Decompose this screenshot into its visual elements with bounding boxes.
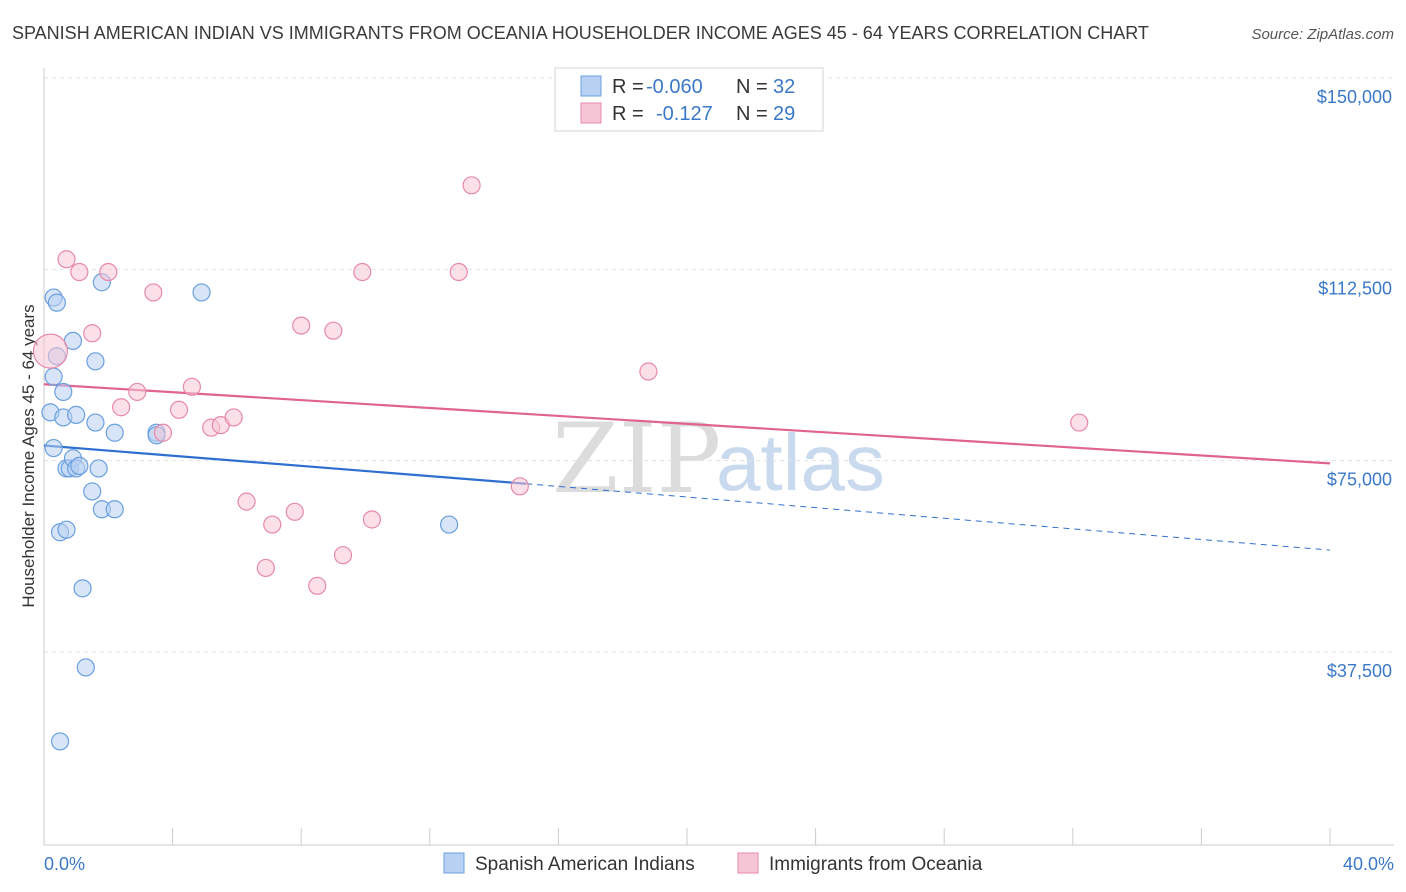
data-point-series-0 [192, 283, 211, 302]
data-point-series-1 [333, 546, 353, 565]
data-point-series-1 [353, 262, 372, 282]
y-axis-label: Householder Income Ages 45 - 64 years [19, 304, 38, 607]
legend-r-label-2: R = [612, 103, 644, 125]
legend-r-label-1: R = [612, 76, 644, 98]
y-tick-label: $112,500 [1318, 278, 1392, 298]
x-tick-labels: 0.0% 40.0% [44, 854, 1394, 874]
data-point-series-1 [128, 382, 147, 402]
trend-line-extension-series-0 [526, 483, 1331, 551]
legend-n-label-1: N = [736, 76, 768, 98]
y-tick-label: $150,000 [1317, 87, 1392, 107]
data-point-series-1 [57, 250, 76, 269]
bottom-legend-swatch-immigrants-from-oceania [737, 852, 759, 874]
data-point-series-1 [263, 515, 282, 534]
data-point-series-1 [462, 176, 481, 195]
data-point-series-0 [105, 423, 124, 442]
data-point-series-0 [47, 293, 66, 312]
bottom-legend-swatch-spanish-american-indians [443, 852, 465, 874]
legend-n-label-2: N = [736, 103, 768, 125]
legend-swatch-immigrants-from-oceania [580, 102, 602, 124]
watermark-atlas: atlas [716, 418, 885, 507]
data-point-series-1 [362, 510, 382, 529]
bottom-legend-label-immigrants-from-oceania: Immigrants from Oceania [769, 854, 983, 875]
data-point-series-0 [54, 382, 73, 402]
data-point-series-1 [99, 262, 118, 282]
trend-lines [43, 383, 1331, 551]
x-tick-label: 0.0% [44, 854, 85, 874]
legend-n-value-1: 32 [773, 76, 795, 98]
data-point-series-1 [224, 408, 243, 427]
data-point-series-1 [308, 576, 327, 595]
data-point-series-1 [169, 400, 189, 419]
watermark: ZIP atlas [552, 403, 885, 515]
data-point-series-0 [89, 459, 108, 478]
y-tick-label: $75,000 [1327, 470, 1392, 490]
y-tick-labels: $150,000 $112,500 $75,000 $37,500 [1317, 87, 1392, 681]
data-point-series-0 [76, 658, 95, 677]
x-tick-label: 40.0% [1343, 854, 1394, 874]
data-point-series-1 [237, 492, 256, 511]
data-point-series-0 [105, 500, 124, 519]
data-point-series-1 [292, 316, 311, 335]
legend-bottom: Spanish American Indians Immigrants from… [443, 852, 983, 875]
data-point-series-1 [144, 283, 163, 302]
data-point-series-1 [70, 262, 89, 282]
data-point-series-1 [32, 333, 69, 369]
data-point-series-0 [67, 405, 86, 424]
axes [43, 68, 1394, 846]
data-point-series-1 [1070, 413, 1089, 432]
y-tick-label: $37,500 [1327, 661, 1392, 681]
data-point-series-0 [44, 438, 63, 458]
data-point-series-1 [449, 262, 468, 282]
data-point-series-0 [439, 515, 459, 534]
chart-title: SPANISH AMERICAN INDIAN VS IMMIGRANTS FR… [12, 23, 1149, 43]
data-point-series-1 [510, 477, 529, 496]
data-point-series-1 [83, 324, 102, 343]
data-point-series-1 [285, 502, 304, 521]
data-point-series-1 [153, 423, 173, 442]
data-point-series-1 [256, 558, 275, 578]
data-point-series-0 [44, 367, 63, 386]
trend-line-series-0 [43, 444, 527, 485]
gridlines [44, 77, 1394, 653]
data-point-series-0 [73, 579, 92, 598]
data-point-series-0 [70, 456, 89, 476]
data-point-series-1 [324, 321, 343, 340]
data-point-series-0 [83, 482, 102, 501]
data-point-series-1 [639, 362, 658, 381]
data-point-series-1 [182, 377, 201, 396]
legend-n-value-2: 29 [773, 103, 795, 125]
legend-r-value-2: -0.127 [656, 103, 713, 125]
data-point-series-1 [112, 398, 131, 417]
data-point-series-0 [86, 413, 105, 432]
data-point-series-0 [86, 352, 105, 371]
legend-swatch-spanish-american-indians [580, 75, 602, 97]
legend-top: R = -0.060 N = 32 R = -0.127 N = 29 [554, 67, 824, 132]
trend-line-series-1 [43, 383, 1331, 465]
legend-r-value-1: -0.060 [646, 76, 703, 98]
data-point-series-0 [57, 520, 76, 539]
data-points [32, 176, 1089, 751]
data-point-series-0 [50, 732, 70, 751]
chart-source: Source: ZipAtlas.com [1251, 26, 1394, 43]
bottom-legend-label-spanish-american-indians: Spanish American Indians [475, 854, 695, 875]
